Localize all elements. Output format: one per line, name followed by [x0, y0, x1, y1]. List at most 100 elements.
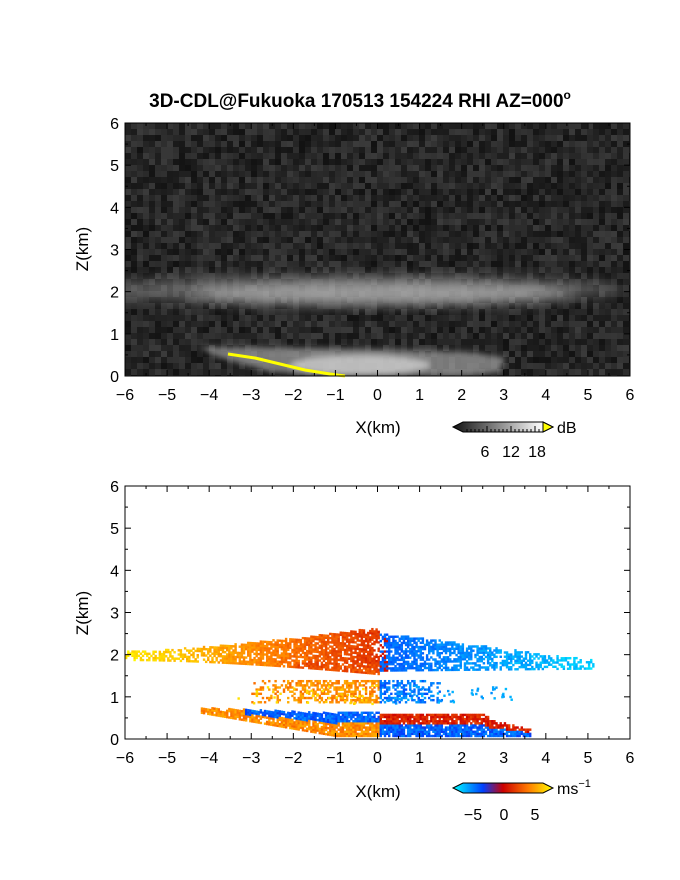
noise-cell	[269, 201, 275, 207]
velocity-pixel	[327, 653, 330, 657]
noise-cell	[617, 267, 623, 273]
noise-cell	[239, 165, 245, 171]
velocity-pixel	[322, 665, 326, 669]
noise-cell	[545, 351, 551, 357]
noise-cell	[131, 129, 137, 135]
noise-cell	[161, 165, 167, 171]
noise-cell	[593, 165, 599, 171]
noise-cell	[149, 183, 155, 189]
noise-cell	[449, 243, 455, 249]
noise-cell	[281, 327, 287, 333]
noise-cell	[137, 141, 143, 147]
velocity-pixel	[156, 656, 159, 660]
noise-cell	[557, 309, 563, 315]
noise-cell	[323, 141, 329, 147]
noise-cell	[533, 141, 539, 147]
noise-cell	[293, 237, 299, 243]
noise-cell	[437, 213, 443, 219]
noise-cell	[587, 123, 593, 129]
velocity-pixel	[211, 660, 214, 664]
colorbar-db-minor-ticks	[466, 426, 540, 432]
noise-cell	[389, 147, 395, 153]
noise-cell	[407, 327, 413, 333]
noise-cell	[431, 339, 437, 345]
velocity-pixel	[335, 641, 338, 645]
velocity-pixel	[320, 651, 324, 654]
noise-cell	[329, 219, 335, 225]
noise-cell	[617, 261, 623, 267]
velocity-pixel	[318, 665, 321, 669]
noise-cell	[539, 201, 545, 207]
noise-cell	[227, 195, 233, 201]
noise-cell	[527, 363, 533, 369]
noise-cell	[281, 255, 287, 261]
noise-cell	[563, 141, 569, 147]
noise-cell	[227, 213, 233, 219]
noise-cell	[167, 225, 173, 231]
noise-cell	[155, 369, 161, 375]
velocity-pixel	[247, 643, 250, 647]
noise-cell	[143, 357, 149, 363]
noise-cell	[401, 339, 407, 345]
noise-cell	[161, 231, 167, 237]
noise-cell	[467, 243, 473, 249]
velocity-pixel	[253, 648, 256, 651]
noise-cell	[497, 267, 503, 273]
velocity-pixel	[213, 650, 216, 653]
noise-cell	[557, 261, 563, 267]
velocity-pixel	[375, 664, 378, 667]
noise-cell	[497, 237, 503, 243]
noise-cell	[131, 183, 137, 189]
noise-cell	[209, 231, 215, 237]
velocity-pixel	[127, 654, 130, 658]
noise-cell	[389, 315, 395, 321]
noise-cell	[473, 213, 479, 219]
velocity-pixel	[230, 651, 233, 654]
noise-cell	[527, 153, 533, 159]
noise-cell	[467, 261, 473, 267]
velocity-pixel	[219, 655, 223, 658]
velocity-pixel	[232, 661, 235, 665]
noise-cell	[149, 159, 155, 165]
noise-cell	[215, 201, 221, 207]
noise-cell	[485, 135, 491, 141]
noise-cell	[323, 153, 329, 159]
noise-cell	[329, 135, 335, 141]
velocity-pixel	[322, 659, 326, 663]
noise-cell	[449, 315, 455, 321]
velocity-pixel	[310, 658, 313, 662]
noise-cell	[461, 303, 467, 309]
velocity-pixel	[333, 656, 336, 659]
velocity-pixel	[358, 664, 361, 668]
noise-cell	[317, 333, 323, 339]
velocity-pixel	[366, 659, 370, 662]
noise-cell	[551, 219, 557, 225]
velocity-pixel	[362, 650, 366, 653]
noise-cell	[443, 237, 449, 243]
noise-cell	[293, 129, 299, 135]
noise-cell	[233, 267, 239, 273]
noise-cell	[569, 309, 575, 315]
noise-cell	[275, 333, 281, 339]
noise-cell	[161, 357, 167, 363]
noise-cell	[179, 207, 185, 213]
noise-cell	[611, 327, 617, 333]
noise-cell	[125, 339, 131, 345]
velocity-pixel	[263, 661, 267, 665]
noise-cell	[203, 273, 209, 279]
velocity-pixel	[377, 647, 380, 650]
noise-cell	[383, 237, 389, 243]
velocity-pixel	[194, 658, 197, 661]
noise-cell	[245, 237, 251, 243]
velocity-pixel	[228, 659, 231, 663]
noise-cell	[161, 171, 167, 177]
velocity-pixel	[381, 663, 385, 666]
noise-cell	[197, 351, 203, 357]
velocity-pixel	[324, 645, 328, 648]
noise-cell	[167, 315, 173, 321]
velocity-pixel	[348, 642, 351, 646]
noise-cell	[569, 129, 575, 135]
noise-cell	[455, 207, 461, 213]
velocity-pixel	[223, 644, 227, 648]
velocity-pixel	[396, 635, 399, 638]
